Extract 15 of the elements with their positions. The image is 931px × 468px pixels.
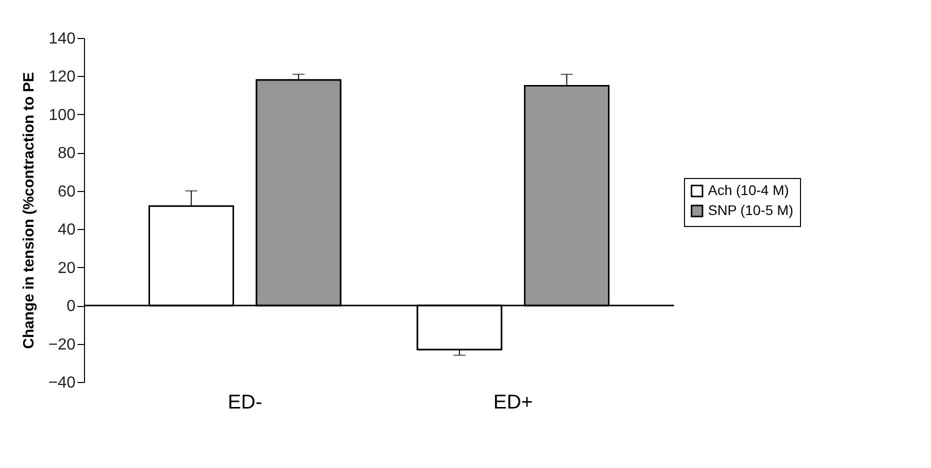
y-tick-label: 60 [58,183,76,200]
y-tick-label: 120 [48,68,76,86]
y-tick-label: 80 [58,145,76,162]
y-tick-label: 0 [66,298,76,316]
y-tick-label: 40 [58,222,76,239]
legend-label: Ach (10-4 M) [708,182,789,198]
y-tick-label: −20 [48,336,76,354]
y-tick-label: 140 [48,30,76,48]
y-tick-label: −40 [48,374,76,392]
x-tick-label: ED- [228,392,262,414]
legend-label: SNP (10-5 M) [708,202,794,218]
x-tick-label: ED+ [493,392,533,414]
y-axis-title: Change in tension (%contraction to PE [20,72,38,349]
y-tick-label: 20 [58,260,76,277]
y-tick-label: 100 [48,106,76,124]
